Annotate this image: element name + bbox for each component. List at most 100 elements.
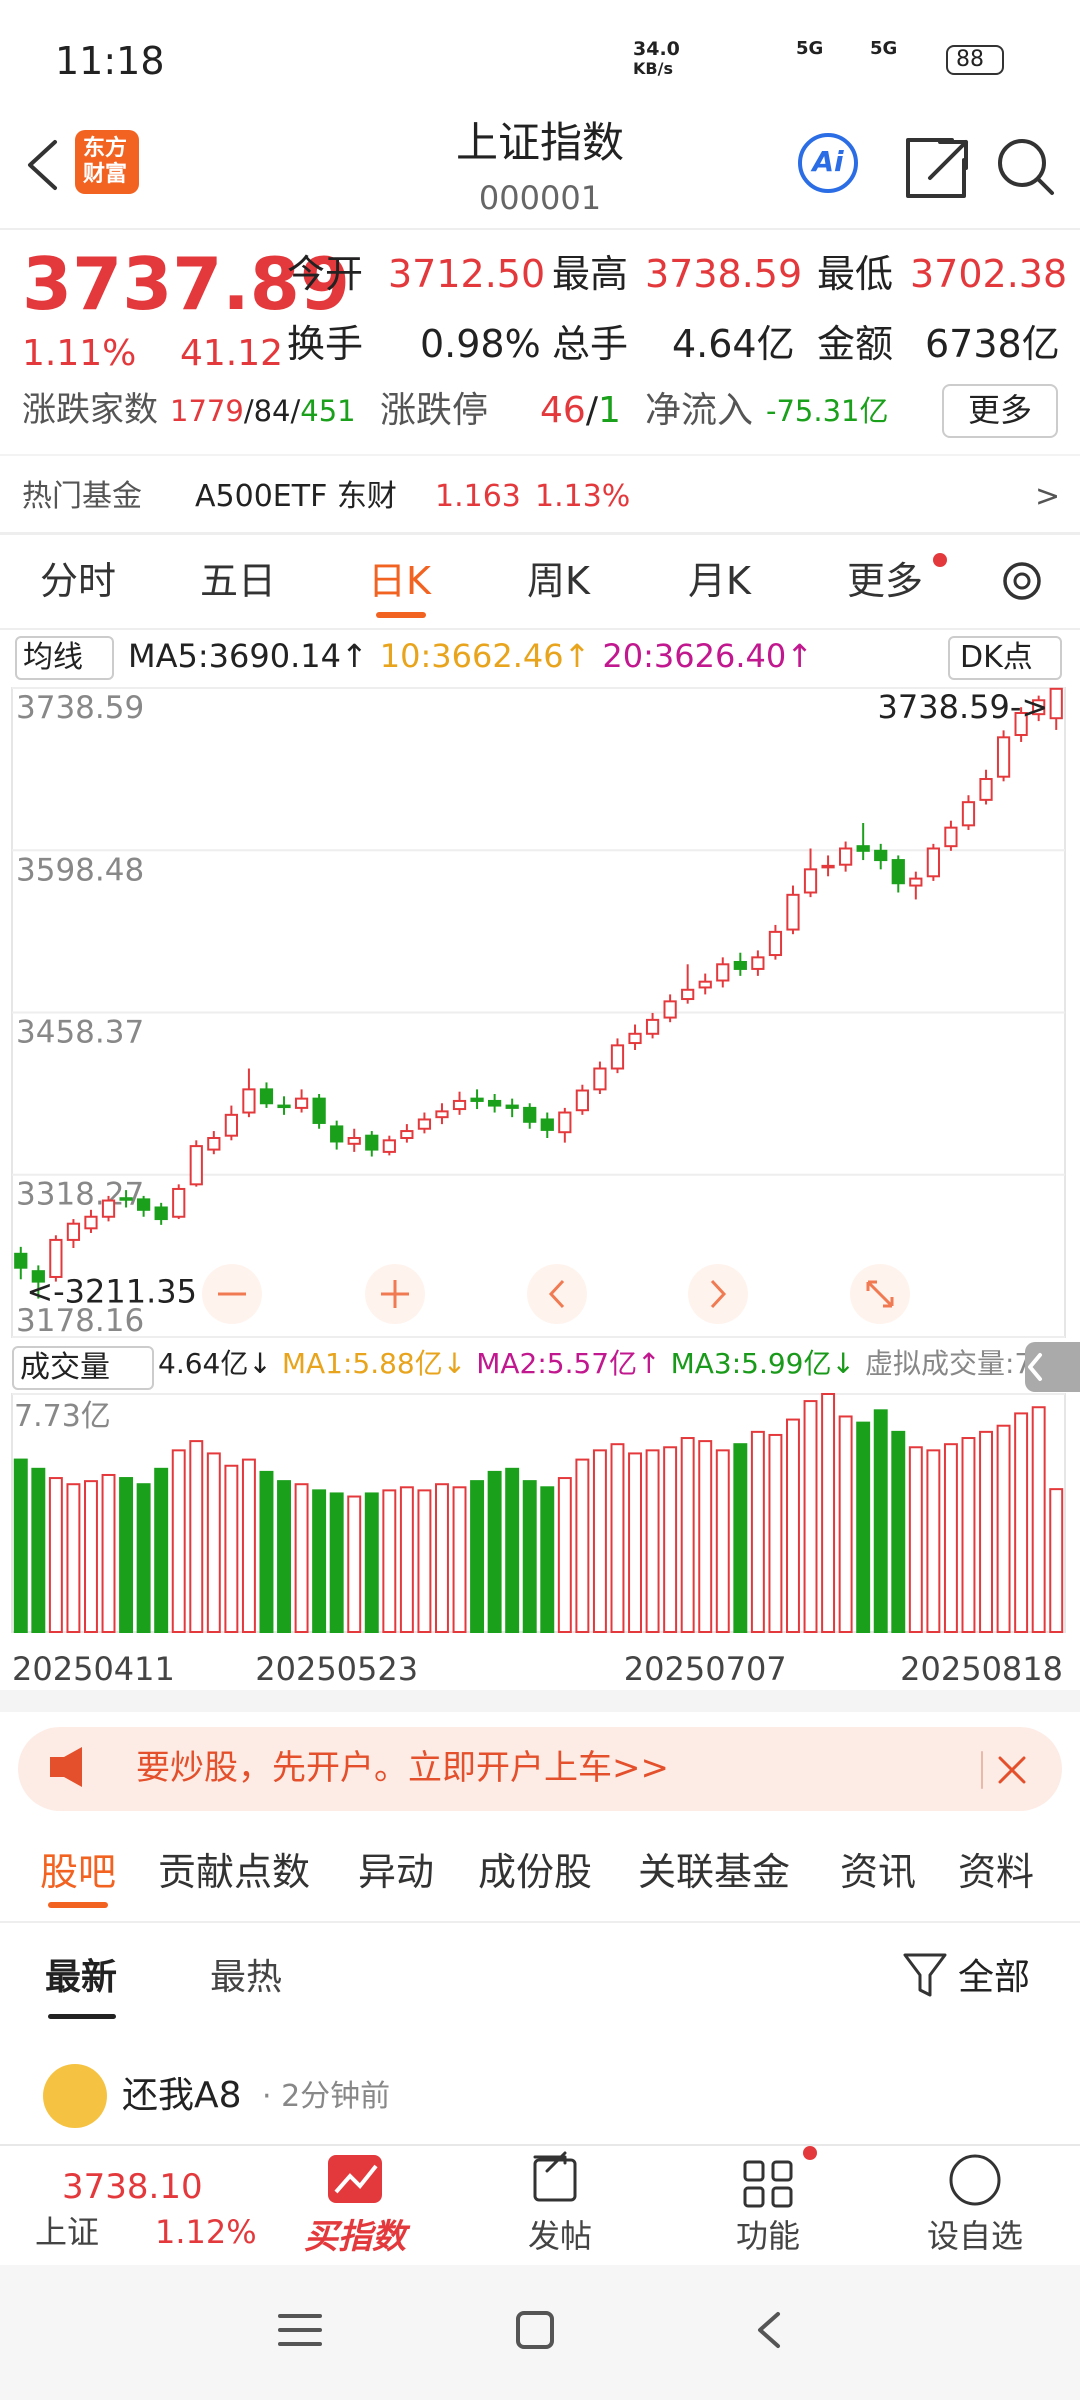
breadth-label: 涨跌家数 [22, 390, 158, 430]
candle-body [488, 1099, 502, 1107]
filter-icon[interactable] [903, 1953, 947, 1997]
chart-control[interactable] [527, 1264, 587, 1324]
legend-item: 20:3626.40↑ [602, 637, 814, 675]
volume-bar [873, 1409, 888, 1633]
stat-value: 6738亿 [925, 322, 1060, 366]
back-icon[interactable] [28, 140, 57, 190]
logo-text: 财富 [83, 162, 128, 187]
post-icon [533, 2151, 567, 2173]
volume-selector[interactable]: 成交量 [12, 1346, 154, 1390]
candle-body [926, 847, 940, 878]
candle-body [575, 1089, 589, 1112]
candle-body [961, 801, 976, 827]
sort-option[interactable]: 最新 [45, 1957, 118, 1998]
volume-bar [996, 1424, 1011, 1633]
dk-button[interactable]: DK点 [948, 636, 1062, 680]
candle-body [1049, 687, 1063, 720]
index-name[interactable]: 上证 [35, 2213, 100, 2251]
volume-bar [84, 1480, 98, 1634]
avatar[interactable] [43, 2064, 107, 2128]
period-tab[interactable]: 周K [527, 559, 590, 603]
legend-item: 10:3662.46↑ [379, 637, 591, 675]
info-tab[interactable]: 资料 [958, 1850, 1035, 1894]
nav-item[interactable]: 发帖 [527, 2217, 592, 2255]
stat-value: 4.64亿 [672, 322, 795, 366]
nav-item[interactable]: 买指数 [304, 2217, 406, 2257]
limit-down: 1 [597, 390, 621, 431]
volume-bar [171, 1449, 186, 1633]
candle-body [330, 1125, 344, 1143]
fund-name[interactable]: A500ETF 东财 [195, 479, 397, 514]
post-user[interactable]: 还我A8 [122, 2075, 242, 2116]
candle-body [751, 956, 765, 970]
stat-value: 0.98% [420, 322, 541, 366]
dk-label: DK点 [960, 640, 1033, 675]
volume-bar [294, 1483, 309, 1633]
func-icon [743, 2160, 765, 2182]
volume-bar [452, 1486, 467, 1633]
volume-bar [435, 1483, 449, 1633]
ad-close[interactable] [998, 1756, 1026, 1784]
info-tab[interactable]: 关联基金 [638, 1850, 791, 1894]
volume-bar [382, 1489, 397, 1634]
x-tick-label: 20250707 [624, 1650, 787, 1688]
candle-body [452, 1099, 467, 1111]
collapse-tab[interactable] [1025, 1342, 1080, 1392]
index-pct[interactable]: 1.12% [155, 2213, 257, 2251]
info-tab[interactable]: 成份股 [478, 1850, 593, 1894]
volume-bar [189, 1440, 204, 1634]
volume-bar [522, 1480, 537, 1634]
candle-body [839, 847, 853, 866]
candle-body [803, 868, 818, 894]
info-tab[interactable]: 异动 [358, 1850, 435, 1894]
period-tab[interactable]: 日K [368, 559, 431, 603]
nav-item[interactable]: 设自选 [926, 2217, 1023, 2255]
legend-item: MA1:5.88亿↓ [281, 1347, 467, 1380]
candle-body [681, 988, 695, 1001]
info-tab[interactable]: 股吧 [40, 1850, 117, 1894]
chart-control-icon [710, 1279, 727, 1309]
share-icon[interactable] [906, 138, 968, 198]
period-tab[interactable]: 月K [688, 559, 751, 603]
ad-banner[interactable]: 要炒股，先开户。立即开户上车>> [18, 1727, 1062, 1811]
back-key[interactable] [758, 2312, 780, 2348]
stat-value: 3702.38 [910, 252, 1068, 296]
stat-label: 金额 [817, 322, 894, 366]
info-tab[interactable]: 贡献点数 [158, 1850, 311, 1894]
volume-bar [680, 1437, 695, 1633]
fund-arrow[interactable]: > [1035, 479, 1061, 514]
stat-label: 总手 [552, 322, 629, 366]
nav-item[interactable]: 功能 [735, 2217, 800, 2255]
volume-bar [786, 1418, 800, 1633]
candle-body [119, 1197, 133, 1201]
breadth: 1779/84/451 [170, 397, 356, 426]
ma-selector[interactable]: 均线 [15, 636, 114, 680]
candle-body [733, 960, 747, 970]
settings-icon[interactable] [1003, 562, 1041, 600]
logo[interactable]: 东方 财富 [75, 130, 139, 194]
tab-underline [376, 612, 426, 618]
chart-control[interactable] [688, 1264, 748, 1324]
period-tab[interactable]: 更多 [847, 559, 924, 603]
ai-button[interactable]: Ai [798, 133, 858, 193]
net-unit: KB/s [633, 59, 673, 78]
home-key[interactable] [516, 2311, 554, 2349]
collapse-icon [1028, 1353, 1042, 1381]
fund-price: 1.163 [435, 479, 521, 514]
high-note: 3738.59-> [878, 688, 1049, 726]
menu-key[interactable] [278, 2314, 322, 2346]
index-price[interactable]: 3738.10 [62, 2167, 203, 2207]
tab-underline [48, 1902, 108, 1908]
search-icon[interactable] [998, 139, 1046, 187]
volume-bar [206, 1452, 221, 1633]
info-tab[interactable]: 资讯 [840, 1850, 917, 1894]
period-tab[interactable]: 五日 [200, 559, 277, 603]
breadth-flat: 84 [253, 394, 291, 428]
candle-body [1032, 699, 1046, 716]
filter[interactable]: 全部 [958, 1957, 1031, 1998]
more-button[interactable]: 更多 [942, 384, 1058, 438]
ai-label: Ai [812, 145, 844, 178]
period-tab[interactable]: 分时 [40, 559, 117, 603]
sort-option[interactable]: 最热 [210, 1957, 283, 1998]
